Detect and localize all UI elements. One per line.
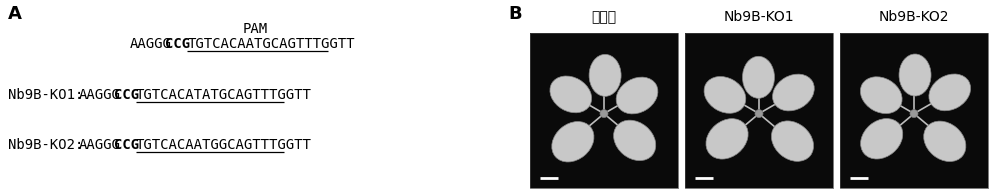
Text: Nb9B-KO1: Nb9B-KO1 [724,10,794,24]
Text: AAGGG: AAGGG [78,138,120,152]
Ellipse shape [706,119,748,159]
Ellipse shape [899,54,931,96]
Text: 野生型: 野生型 [591,10,617,24]
Bar [840,33,988,188]
Ellipse shape [860,77,902,113]
Ellipse shape [929,74,971,111]
Text: A: A [8,5,22,23]
Ellipse shape [600,110,608,118]
Ellipse shape [910,110,918,118]
Text: CCG: CCG [165,37,190,51]
Ellipse shape [755,110,763,118]
Ellipse shape [704,76,746,113]
Ellipse shape [614,120,656,161]
Ellipse shape [742,56,774,98]
Ellipse shape [589,54,621,96]
Bar [840,33,988,188]
Text: CCG: CCG [114,88,139,102]
Ellipse shape [616,77,658,114]
Text: Nb9B-KO1:: Nb9B-KO1: [8,88,92,102]
Text: AAGGG: AAGGG [130,37,172,51]
Bar [685,33,833,188]
Ellipse shape [773,74,814,111]
Text: Nb9B-KO2:: Nb9B-KO2: [8,138,92,152]
Bar [530,33,678,188]
Ellipse shape [861,119,903,159]
Ellipse shape [771,121,814,161]
Text: B: B [508,5,522,23]
Bar [685,33,833,188]
Text: TGTCACATATGCAGTTTGGTT: TGTCACATATGCAGTTTGGTT [136,88,312,102]
Text: TGTCACAATGCAGTTTGGTT: TGTCACAATGCAGTTTGGTT [187,37,355,51]
Text: Nb9B-KO2: Nb9B-KO2 [879,10,949,24]
Text: PAM: PAM [242,22,268,36]
Ellipse shape [924,121,966,162]
Ellipse shape [550,76,592,113]
Ellipse shape [552,122,594,162]
Text: AAGGG: AAGGG [78,88,120,102]
Text: TGTCACAATGGCAGTTTGGTT: TGTCACAATGGCAGTTTGGTT [136,138,312,152]
Text: CCG: CCG [114,138,139,152]
Bar [530,33,678,188]
